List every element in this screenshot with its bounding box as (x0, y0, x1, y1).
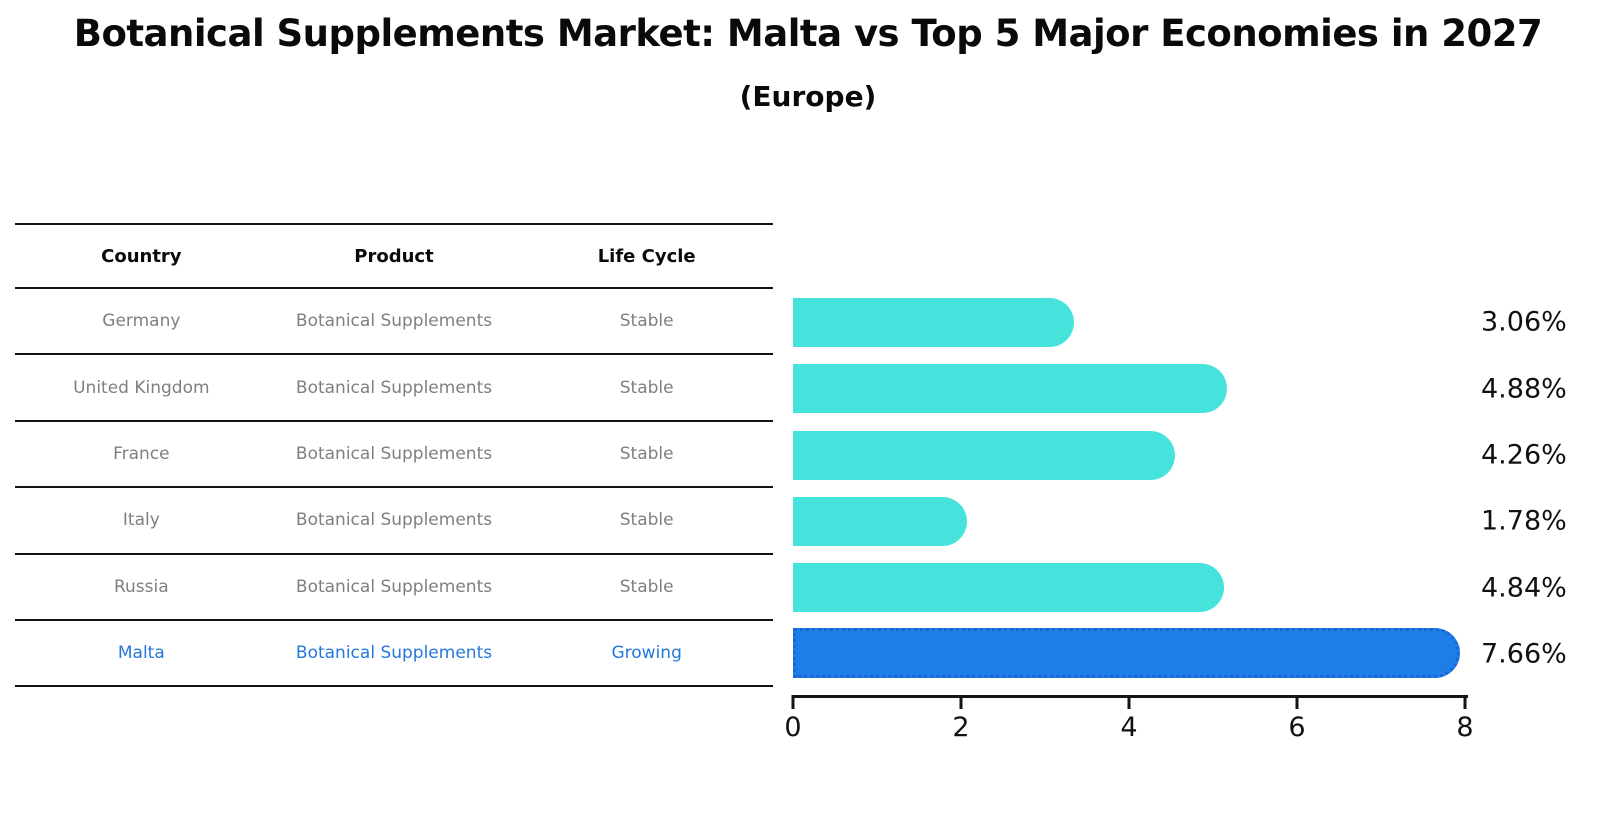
table-header-row: Country Product Life Cycle (15, 223, 773, 289)
comparison-table: Country Product Life Cycle Germany Botani… (15, 223, 773, 688)
chart-title: Botanical Supplements Market: Malta vs T… (73, 12, 1543, 55)
cell-product: Botanical Supplements (295, 377, 493, 398)
x-tick-label: 2 (952, 712, 970, 743)
cell-life-cycle: Stable (619, 311, 674, 332)
column-header-life-cycle: Life Cycle (597, 245, 696, 267)
table-row-germany: Germany Botanical Supplements Stable (15, 289, 773, 356)
cell-country: Italy (122, 510, 160, 531)
column-header-product: Product (354, 245, 434, 267)
column-header-country: Country (101, 245, 182, 267)
bar-russia (793, 563, 1224, 613)
cell-product: Botanical Supplements (295, 443, 493, 464)
table-row-italy: Italy Botanical Supplements Stable (15, 488, 773, 555)
cell-product: Botanical Supplements (295, 576, 493, 597)
bar-value-label: 4.26% (1481, 439, 1567, 471)
bar-italy (793, 496, 967, 546)
x-tick-mark (1127, 695, 1131, 709)
table-row-united-kingdom: United Kingdom Botanical Supplements Stabl… (15, 355, 773, 422)
table-row-malta: Malta Botanical Supplements Growing (15, 621, 773, 688)
bar-malta (793, 628, 1461, 679)
x-tick-label: 0 (784, 712, 802, 743)
cell-life-cycle: Stable (619, 510, 674, 531)
table-row-france: France Botanical Supplements Stable (15, 422, 773, 489)
bar-value-label: 3.06% (1481, 306, 1567, 338)
bar-germany (793, 297, 1075, 347)
cell-product: Botanical Supplements (295, 643, 493, 664)
cell-life-cycle: Growing (611, 643, 682, 664)
bar-united-kingdom (793, 364, 1227, 414)
chart-subtitle: (Europe) (739, 80, 877, 113)
cell-life-cycle: Stable (619, 443, 674, 464)
cell-product: Botanical Supplements (295, 510, 493, 531)
bar-value-label: 4.84% (1481, 572, 1567, 604)
x-tick-mark (1295, 695, 1299, 709)
cell-country: Russia (113, 576, 169, 597)
cell-life-cycle: Stable (619, 576, 674, 597)
table-body: Germany Botanical Supplements Stable United… (15, 289, 773, 688)
bar-value-label: 4.88% (1481, 373, 1567, 405)
bar-value-label: 1.78% (1481, 505, 1567, 537)
x-tick-label: 8 (1456, 712, 1474, 743)
bar-value-label: 7.66% (1481, 638, 1567, 670)
cell-country: United Kingdom (73, 377, 210, 398)
x-tick-mark (1463, 695, 1467, 709)
cell-country: Malta (117, 643, 165, 664)
x-tick-label: 6 (1288, 712, 1306, 743)
bar-france (793, 430, 1175, 480)
cell-life-cycle: Stable (619, 377, 674, 398)
cell-country: France (113, 443, 170, 464)
cell-product: Botanical Supplements (295, 311, 493, 332)
x-tick-mark (791, 695, 795, 709)
bar-chart: 3.06% 4.88% 4.26% 1.78% 4.84% 7.66% 0 2 4 6 8 (784, 289, 1603, 759)
x-tick-label: 4 (1120, 712, 1138, 743)
table-row-russia: Russia Botanical Supplements Stable (15, 555, 773, 621)
x-tick-mark (959, 695, 963, 709)
cell-country: Germany (102, 311, 181, 332)
